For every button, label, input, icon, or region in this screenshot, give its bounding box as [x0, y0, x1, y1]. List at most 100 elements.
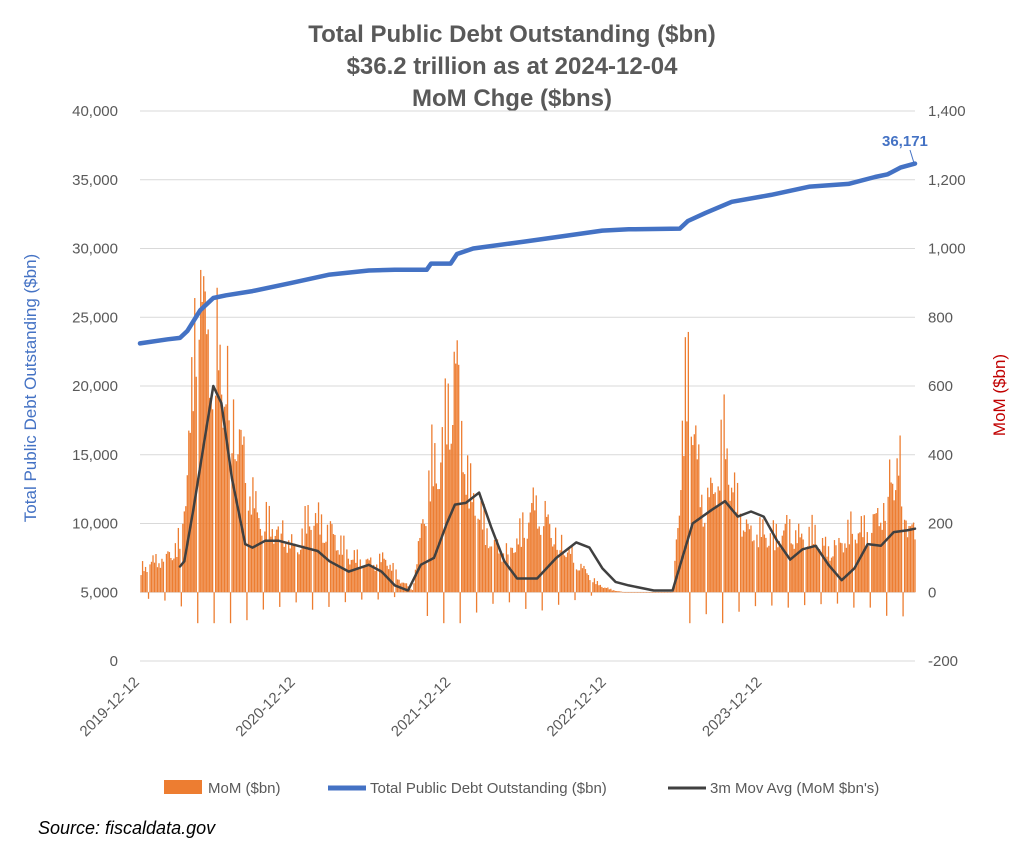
mom-bar: [404, 583, 406, 593]
mom-bar: [690, 436, 692, 593]
mom-bar: [780, 548, 782, 593]
mom-bar: [908, 525, 910, 593]
y-axis-left-title: Total Public Debt Outstanding ($bn): [21, 254, 40, 522]
mom-bar: [428, 470, 430, 593]
mom-bar: [772, 520, 774, 593]
mom-bar: [355, 562, 357, 593]
y-right-tick-label: 600: [928, 378, 953, 395]
mom-bar: [489, 546, 491, 593]
mom-bar: [361, 592, 363, 600]
mom-bar: [520, 546, 522, 593]
total-debt-line: [137, 161, 918, 346]
mom-bar: [877, 508, 879, 593]
mom-bar: [738, 592, 740, 612]
mom-bar: [182, 523, 184, 593]
end-label-leader: [909, 149, 915, 164]
mom-bar: [231, 453, 233, 593]
mom-bar: [143, 571, 145, 593]
mom-bar: [229, 592, 232, 624]
mom-bar: [249, 496, 251, 593]
mom-bar: [188, 430, 190, 593]
mom-bar: [914, 539, 916, 593]
mom-bar: [265, 501, 267, 593]
mom-bar: [610, 588, 612, 593]
mom-bar: [638, 592, 640, 593]
mom-bar: [171, 560, 174, 593]
mom-bar: [808, 526, 810, 593]
mom-bar: [563, 555, 566, 593]
mom-bar: [604, 587, 606, 593]
mom-bar: [595, 584, 597, 593]
x-tick-label: 2021-12-12: [388, 674, 454, 740]
mom-bar: [522, 512, 524, 593]
mom-bar: [429, 501, 432, 593]
mom-bar: [729, 500, 731, 593]
mom-bar: [373, 564, 375, 593]
mom-bar: [486, 528, 488, 593]
mom-bar: [814, 524, 816, 593]
mom-bar: [648, 592, 651, 593]
mom-bar: [237, 454, 239, 593]
mom-bar: [534, 510, 536, 593]
mom-bar: [423, 523, 426, 593]
mom-bar: [437, 489, 439, 593]
y-left-tick-label: 25,000: [72, 309, 118, 326]
mom-bar: [839, 542, 842, 593]
mom-bar: [754, 592, 757, 607]
mom-bar: [736, 482, 739, 593]
mom-bar: [310, 529, 312, 593]
mom-bar: [608, 589, 610, 593]
mom-bar: [517, 544, 520, 593]
mom-bar: [234, 459, 236, 593]
mom-bar: [380, 562, 382, 593]
mom-bar: [820, 592, 822, 605]
mom-bar: [174, 543, 177, 593]
mom-bar: [790, 543, 792, 593]
mom-bar: [818, 549, 821, 593]
mom-bar: [317, 502, 320, 593]
mom-bar: [546, 516, 548, 593]
mom-bar: [656, 592, 658, 593]
mom-bar: [364, 565, 366, 593]
mom-bar: [292, 543, 294, 593]
mom-bar: [214, 395, 217, 593]
mom-bar: [376, 564, 378, 593]
mom-bar: [635, 592, 637, 593]
mom-bar: [881, 529, 883, 593]
mom-bar: [902, 592, 904, 617]
mom-bar: [551, 546, 554, 593]
mom-bar: [674, 560, 676, 593]
mom-bar: [900, 506, 903, 593]
mom-bar: [642, 592, 645, 593]
mom-bar: [559, 550, 561, 593]
mom-bar: [805, 549, 807, 593]
mom-bar: [766, 547, 769, 593]
mom-bar: [626, 592, 628, 593]
mom-bar: [757, 547, 760, 593]
mom-bar: [165, 553, 168, 593]
mom-bar: [763, 534, 766, 593]
mom-bar: [745, 519, 748, 593]
mom-bar: [726, 448, 728, 593]
mom-bar: [261, 535, 263, 593]
mom-bar: [425, 526, 427, 593]
mom-bar: [543, 526, 545, 593]
mom-bar: [255, 491, 257, 593]
mom-bar: [389, 564, 391, 593]
mom-bar: [826, 556, 828, 593]
mom-bar: [302, 545, 305, 593]
mom-bar: [827, 546, 830, 593]
mom-bar: [896, 458, 898, 593]
mom-bar: [607, 587, 609, 593]
mom-bar: [841, 543, 843, 593]
mom-bar: [771, 592, 773, 606]
y-right-tick-label: 1,200: [928, 172, 966, 189]
mom-bar: [704, 522, 706, 593]
mom-bar: [511, 547, 514, 593]
mom-bar: [811, 514, 813, 593]
y-left-tick-label: 0: [110, 653, 118, 670]
mom-bar: [701, 494, 703, 593]
mom-bar: [553, 544, 555, 593]
mom-bar: [889, 459, 891, 593]
mom-bar: [450, 443, 452, 593]
